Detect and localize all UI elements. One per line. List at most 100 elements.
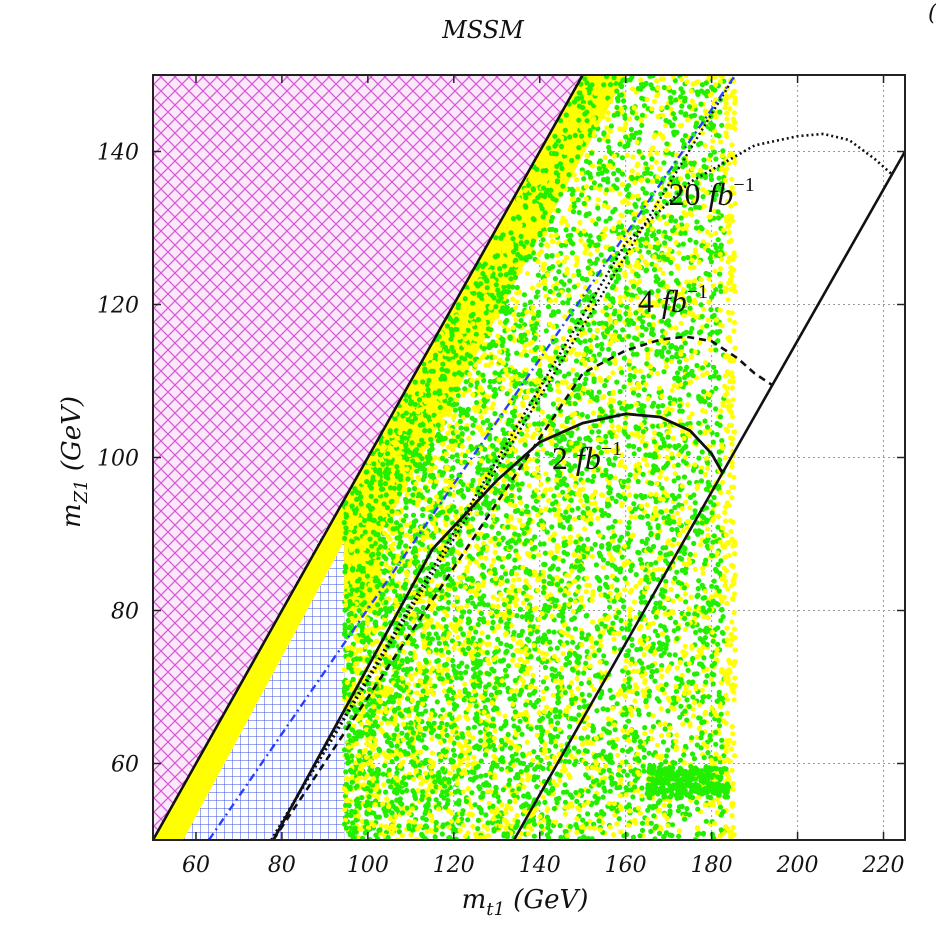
yellow-point <box>543 471 549 477</box>
yellow-point <box>688 594 694 600</box>
yellow-point <box>705 317 711 323</box>
yellow-point <box>618 459 624 466</box>
yellow-point <box>648 147 654 153</box>
yellow-point <box>556 604 563 610</box>
yellow-point <box>577 220 583 226</box>
yellow-point <box>701 614 707 620</box>
green-point <box>679 103 685 109</box>
green-point <box>480 419 486 426</box>
green-point <box>605 541 611 547</box>
yellow-point <box>725 309 732 315</box>
green-point <box>552 143 558 149</box>
yellow-point <box>396 700 402 706</box>
green-point <box>553 197 559 203</box>
yellow-point <box>575 186 581 192</box>
yellow-point <box>655 742 661 748</box>
yellow-point <box>656 385 663 391</box>
yellow-point <box>549 238 555 244</box>
green-point <box>648 171 654 177</box>
green-point <box>628 126 635 133</box>
yellow-point <box>390 522 396 528</box>
green-point <box>511 723 517 729</box>
green-point <box>639 332 645 338</box>
green-point <box>636 446 642 452</box>
yellow-point <box>628 514 634 520</box>
yellow-point <box>725 777 732 783</box>
yellow-point <box>572 578 578 584</box>
yellow-point <box>536 710 542 716</box>
yellow-point <box>729 441 735 447</box>
green-point <box>654 178 660 184</box>
green-point <box>647 452 653 458</box>
yellow-point <box>478 414 484 420</box>
green-point <box>592 541 598 548</box>
yellow-point <box>404 522 410 528</box>
green-point <box>654 668 660 674</box>
green-point <box>349 779 355 785</box>
green-point <box>382 621 389 627</box>
green-point <box>495 555 501 561</box>
green-point <box>707 374 714 380</box>
green-point <box>458 583 464 589</box>
yellow-point <box>614 821 620 827</box>
green-point <box>613 614 619 621</box>
yellow-point <box>625 200 631 206</box>
yellow-point <box>664 493 670 499</box>
green-point <box>635 273 641 279</box>
green-point <box>664 357 670 363</box>
green-point <box>554 582 561 588</box>
yellow-point <box>432 406 438 413</box>
green-point <box>663 578 669 585</box>
green-point <box>501 263 508 269</box>
green-point <box>672 504 678 511</box>
yellow-point <box>677 418 683 424</box>
yellow-point <box>509 622 515 629</box>
green-point <box>541 185 547 191</box>
green-point <box>588 312 594 318</box>
green-point <box>549 666 555 672</box>
green-point <box>649 156 655 162</box>
yellow-point <box>618 212 624 218</box>
yellow-point <box>641 693 647 699</box>
green-point <box>582 381 588 387</box>
yellow-point <box>566 503 572 510</box>
green-point <box>555 700 561 706</box>
green-point <box>514 284 520 291</box>
yellow-point <box>565 222 571 228</box>
green-point <box>603 218 609 224</box>
green-point <box>516 312 522 318</box>
yellow-point <box>683 499 689 505</box>
green-point <box>699 365 706 371</box>
green-point <box>540 679 547 685</box>
green-point <box>716 374 722 380</box>
green-point <box>444 693 450 699</box>
green-point <box>607 604 613 610</box>
green-point <box>565 299 571 306</box>
green-point <box>653 560 659 566</box>
yellow-point <box>501 280 507 286</box>
green-point <box>716 723 723 729</box>
green-point <box>407 725 413 731</box>
yellow-point <box>341 667 347 673</box>
yellow-point <box>555 397 561 403</box>
yellow-point <box>462 289 469 295</box>
yellow-point <box>724 625 730 631</box>
green-point <box>654 352 660 358</box>
yellow-point <box>678 320 684 326</box>
yellow-point <box>727 317 733 323</box>
green-point <box>478 809 484 816</box>
yellow-point <box>512 797 518 803</box>
green-point <box>571 650 578 656</box>
green-point <box>613 279 619 285</box>
yellow-point <box>649 218 655 224</box>
yellow-point <box>586 655 592 661</box>
green-point <box>622 420 628 426</box>
yellow-point <box>551 754 557 760</box>
yellow-point <box>543 293 549 299</box>
green-point <box>557 709 563 715</box>
green-point <box>517 495 523 501</box>
green-point <box>674 370 681 376</box>
green-point <box>528 726 534 732</box>
yellow-point <box>544 704 550 710</box>
